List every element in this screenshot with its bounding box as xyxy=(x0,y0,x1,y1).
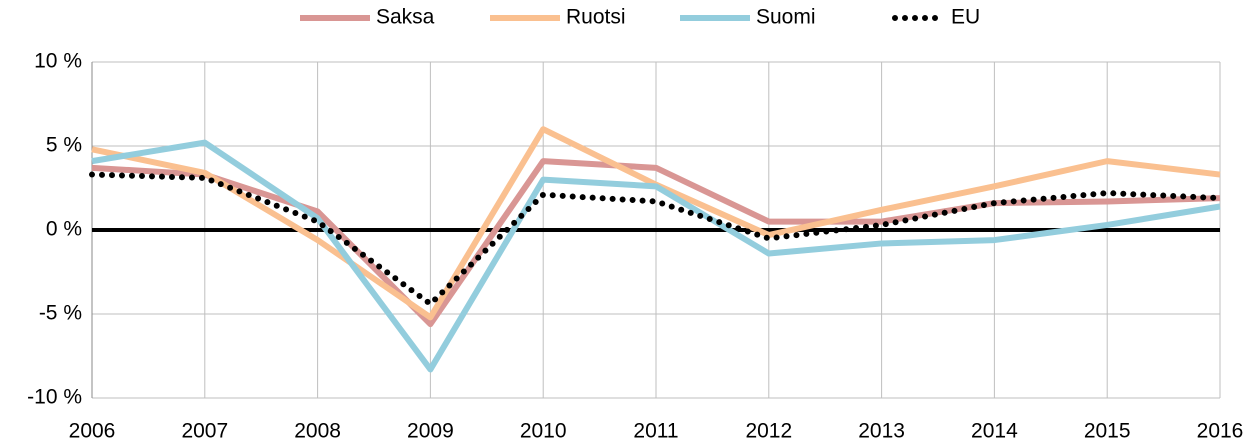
x-tick-label: 2010 xyxy=(520,420,567,443)
y-tick-label: -5 % xyxy=(39,302,82,325)
x-tick-label: 2016 xyxy=(1197,420,1244,443)
y-tick-label: -10 % xyxy=(27,386,82,409)
series-line xyxy=(91,158,1221,328)
x-tick-label: 2009 xyxy=(407,420,454,443)
legend-label: Saksa xyxy=(376,6,435,29)
y-tick-label: 5 % xyxy=(46,134,82,157)
x-tick-label: 2008 xyxy=(294,420,341,443)
x-tick-label: 2006 xyxy=(69,420,116,443)
series-line xyxy=(89,171,1223,308)
x-tick-label: 2007 xyxy=(181,420,228,443)
y-tick-label: 10 % xyxy=(34,50,82,73)
legend-label: Suomi xyxy=(756,6,816,29)
x-tick-label: 2014 xyxy=(971,420,1018,443)
y-tick-label: 0 % xyxy=(46,218,82,241)
series-line xyxy=(91,139,1221,373)
x-tick-label: 2013 xyxy=(858,420,905,443)
legend-label: EU xyxy=(951,6,980,29)
x-tick-label: 2012 xyxy=(745,420,792,443)
x-tick-label: 2011 xyxy=(633,420,678,443)
legend-label: Ruotsi xyxy=(566,6,626,29)
x-tick-label: 2015 xyxy=(1084,420,1131,443)
